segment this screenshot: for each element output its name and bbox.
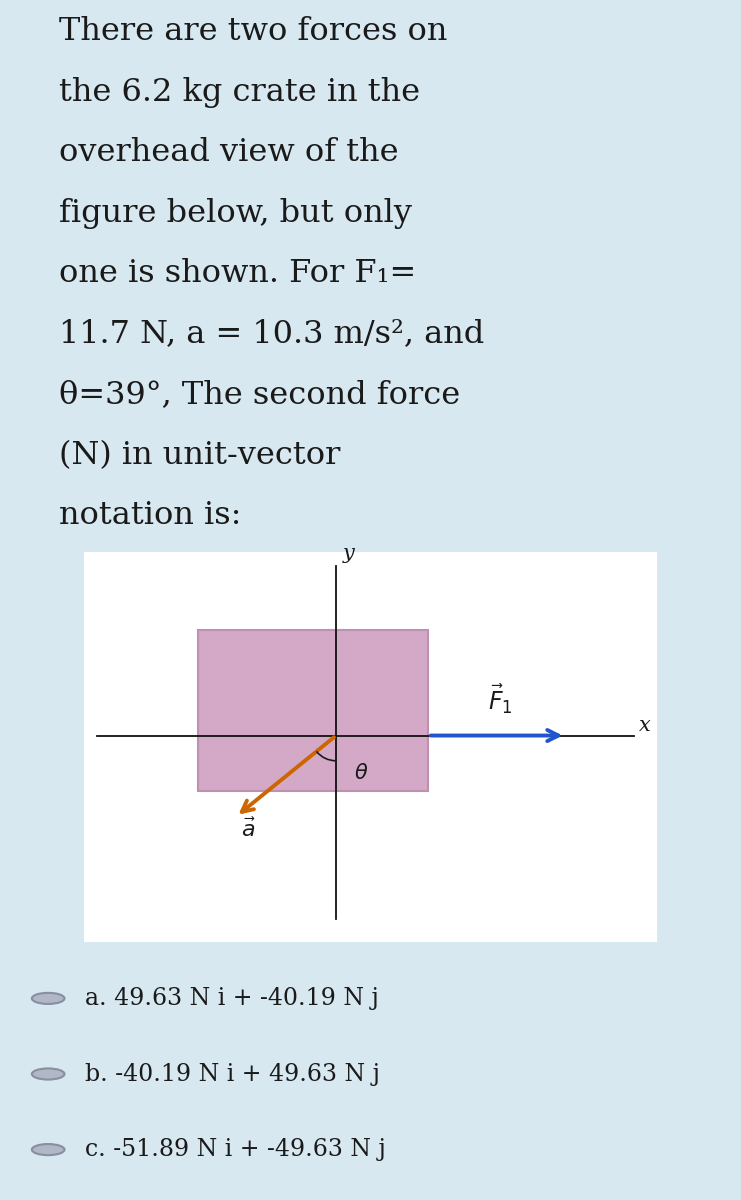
- Circle shape: [32, 1068, 64, 1080]
- Text: $\vec{a}$: $\vec{a}$: [241, 818, 256, 842]
- Text: x: x: [639, 716, 651, 734]
- Text: overhead view of the: overhead view of the: [59, 137, 399, 168]
- Text: one is shown. For F₁=: one is shown. For F₁=: [59, 258, 416, 289]
- Text: a. 49.63 N i + -40.19 N j: a. 49.63 N i + -40.19 N j: [85, 986, 379, 1010]
- Bar: [199, 630, 428, 791]
- Text: (N) in unit-vector: (N) in unit-vector: [59, 439, 341, 470]
- Text: c. -51.89 N i + -49.63 N j: c. -51.89 N i + -49.63 N j: [85, 1138, 386, 1162]
- Text: 11.7 N, a = 10.3 m/s², and: 11.7 N, a = 10.3 m/s², and: [59, 318, 485, 349]
- Text: $\theta$: $\theta$: [353, 763, 368, 784]
- Text: y: y: [343, 544, 355, 563]
- Text: notation is:: notation is:: [59, 500, 242, 532]
- Text: b. -40.19 N i + 49.63 N j: b. -40.19 N i + 49.63 N j: [85, 1062, 380, 1086]
- Text: the 6.2 kg crate in the: the 6.2 kg crate in the: [59, 77, 420, 108]
- Text: θ=39°, The second force: θ=39°, The second force: [59, 379, 460, 410]
- Text: There are two forces on: There are two forces on: [59, 16, 448, 47]
- Circle shape: [32, 992, 64, 1004]
- Text: figure below, but only: figure below, but only: [59, 198, 412, 229]
- Text: $\vec{F}_1$: $\vec{F}_1$: [488, 683, 512, 716]
- Circle shape: [32, 1144, 64, 1156]
